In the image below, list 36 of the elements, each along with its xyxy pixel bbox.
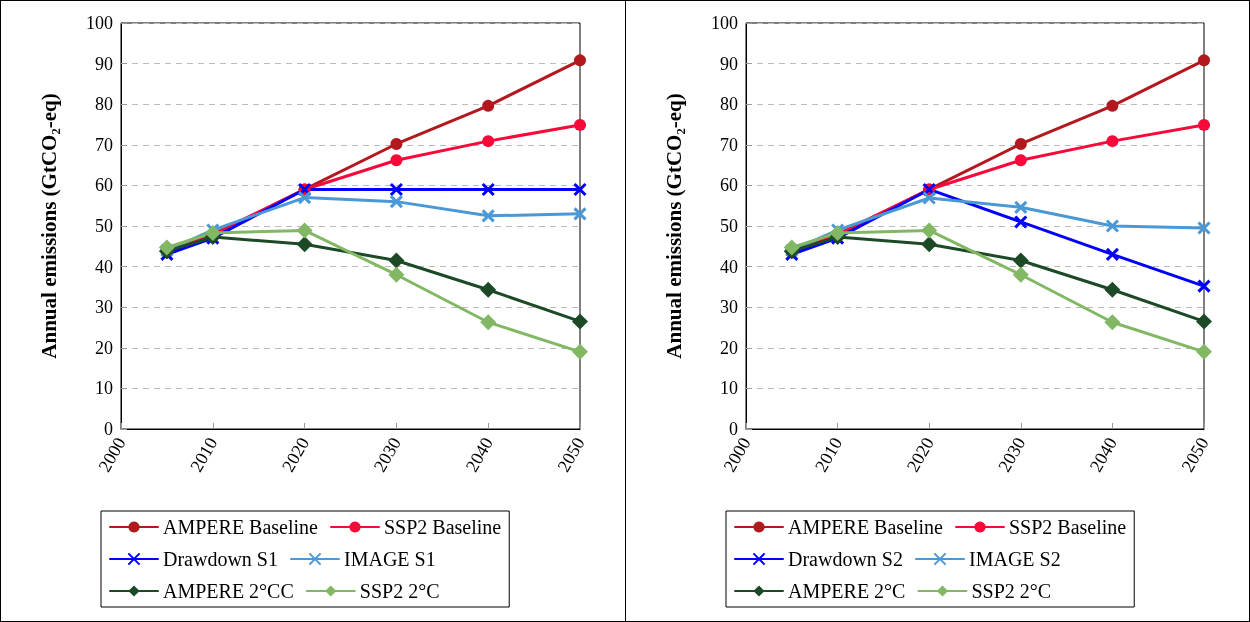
y-tick-label: 80 bbox=[720, 94, 738, 115]
legend-label: Drawdown S2 bbox=[788, 548, 903, 570]
legend-label: SSP2 Baseline bbox=[383, 516, 502, 538]
y-tick-label: 60 bbox=[720, 175, 738, 196]
y-tick-label: 70 bbox=[720, 134, 738, 155]
y-tick-label: 90 bbox=[720, 53, 738, 74]
legend-label: IMAGE S1 bbox=[343, 548, 436, 570]
y-tick-label: 80 bbox=[95, 94, 113, 115]
legend-label: Drawdown S1 bbox=[163, 548, 278, 570]
y-tick-label: 90 bbox=[95, 53, 113, 74]
y-axis-title: Annual emissions (GtCO₂-eq) bbox=[36, 93, 61, 359]
y-tick-label: 20 bbox=[95, 337, 113, 358]
legend-label: SSP2 2°C bbox=[971, 580, 1052, 602]
legend-label: AMPERE 2°C bbox=[788, 580, 906, 602]
y-tick-label: 30 bbox=[720, 297, 738, 318]
y-tick-label: 30 bbox=[95, 297, 113, 318]
y-tick-label: 50 bbox=[720, 216, 738, 236]
legend-label: AMPERE 2°CC bbox=[163, 580, 294, 602]
y-tick-label: 10 bbox=[95, 378, 113, 399]
y-tick-label: 100 bbox=[711, 13, 738, 33]
y-tick-label: 100 bbox=[86, 13, 113, 33]
y-tick-label: 60 bbox=[95, 175, 113, 196]
y-axis-title: Annual emissions (GtCO₂-eq) bbox=[661, 93, 686, 359]
legend-label: SSP2 Baseline bbox=[1008, 516, 1127, 538]
legend-label: AMPERE Baseline bbox=[788, 516, 944, 538]
y-tick-label: 40 bbox=[720, 256, 738, 277]
y-tick-label: 70 bbox=[95, 134, 113, 155]
y-tick-label: 0 bbox=[729, 419, 738, 439]
y-tick-label: 50 bbox=[95, 216, 113, 236]
y-tick-label: 20 bbox=[720, 337, 738, 358]
y-tick-label: 0 bbox=[104, 419, 113, 439]
y-tick-label: 40 bbox=[95, 256, 113, 277]
legend-label: IMAGE S2 bbox=[968, 548, 1061, 570]
y-tick-label: 10 bbox=[720, 378, 738, 399]
legend-label: AMPERE Baseline bbox=[163, 516, 319, 538]
legend-label: SSP2 2°C bbox=[359, 580, 440, 602]
